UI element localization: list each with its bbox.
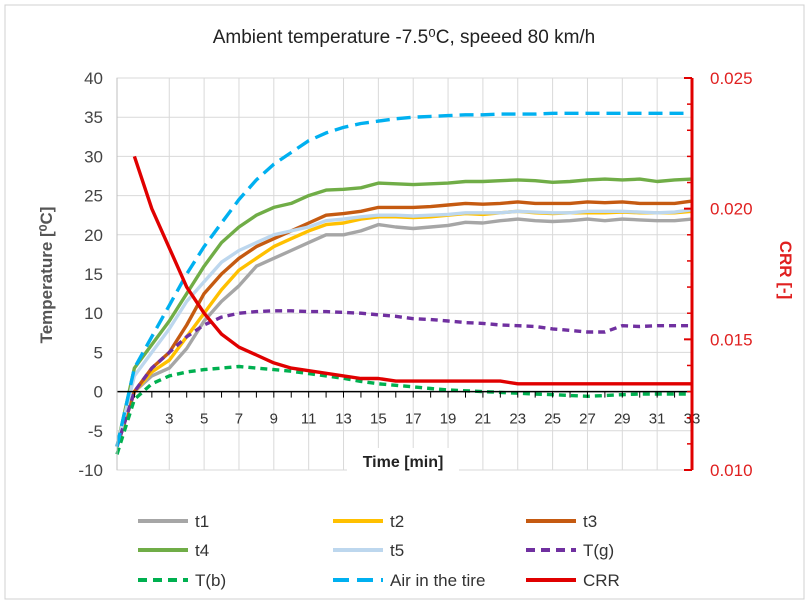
- y2-tick-label: 0.025: [710, 69, 753, 88]
- x-tick-label: 21: [475, 411, 492, 428]
- series-line-air-in-the-tire: [115, 111, 692, 447]
- series-line-t3: [115, 199, 693, 448]
- y2-axis-label: CRR [-]: [776, 241, 795, 300]
- y-tick-label: 20: [84, 226, 103, 245]
- legend: t1 t2 t3 t4 t5 T(g) T(b) Air in the tire CRR: [138, 512, 620, 590]
- x-tick-label: 19: [440, 411, 457, 428]
- x-tick-label: 13: [335, 411, 352, 428]
- y-tick-label: 40: [84, 69, 103, 88]
- x-tick-label: 11: [301, 411, 317, 428]
- y-tick-label: 10: [84, 304, 103, 323]
- x-tick-label: 31: [649, 411, 666, 428]
- y2-tick-label: 0.015: [710, 330, 753, 349]
- x-tick-label: 17: [405, 411, 422, 428]
- legend-label-t2: t2: [390, 512, 404, 531]
- x-tick-label: 5: [200, 411, 208, 428]
- y2-tick-label: 0.020: [710, 200, 753, 219]
- x-tick-label: 7: [235, 411, 243, 428]
- legend-label-air-in-the-tire: Air in the tire: [390, 571, 485, 590]
- x-tick-label: 27: [579, 411, 596, 428]
- legend-label-crr: CRR: [583, 571, 620, 590]
- y-tick-label: 35: [84, 108, 103, 127]
- x-tick-label: 15: [370, 411, 387, 428]
- legend-label-t4: t4: [195, 541, 209, 560]
- x-tick-label: 29: [614, 411, 631, 428]
- y-axis-label: Temperature [⁰C]: [37, 207, 56, 344]
- y2-tick-label: 0.010: [710, 461, 753, 480]
- x-axis-label-background: [347, 448, 459, 474]
- y-tick-label: -5: [88, 422, 103, 441]
- x-tick-label: 23: [509, 411, 526, 428]
- y-tick-label: 5: [94, 343, 103, 362]
- series-line-crr: [132, 155, 692, 386]
- y-tick-label: 15: [84, 265, 103, 284]
- legend-label-t1: t1: [195, 512, 209, 531]
- legend-label-t-g: T(g): [583, 541, 614, 560]
- x-tick-label: 9: [270, 411, 278, 428]
- series-line-t4: [115, 177, 693, 447]
- chart-frame: [4, 4, 805, 600]
- x-axis-label: Time [min]: [363, 454, 444, 471]
- y-tick-label: -10: [78, 461, 103, 480]
- y-tick-label: 0: [94, 383, 103, 402]
- chart-title: Ambient temperature -7.5⁰C, speeed 80 km…: [213, 27, 596, 48]
- y-tick-label: 30: [84, 147, 103, 166]
- x-tick-label: 25: [544, 411, 561, 428]
- series-line-t1: [115, 217, 693, 448]
- x-tick-label: 3: [165, 411, 173, 428]
- series-layer: [115, 111, 693, 455]
- legend-label-t3: t3: [583, 512, 597, 531]
- legend-label-t-b: T(b): [195, 571, 226, 590]
- series-line-t5: [115, 208, 693, 447]
- series-line-t-b: [115, 364, 692, 455]
- legend-label-t5: t5: [390, 541, 404, 560]
- y-tick-label: 25: [84, 187, 103, 206]
